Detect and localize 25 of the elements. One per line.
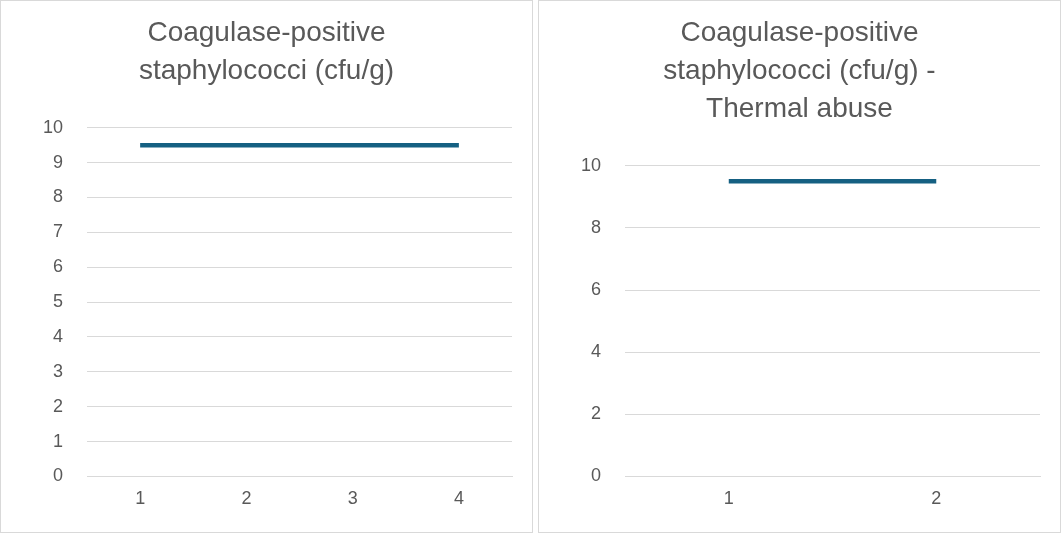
y-tick-label: 1 — [53, 430, 64, 451]
x-tick-label: 2 — [241, 488, 252, 509]
x-tick-label: 2 — [931, 488, 942, 509]
chart-title: Coagulase-positive staphylococci (cfu/g) - Thermal abuse — [662, 15, 937, 125]
y-tick-label: 5 — [53, 291, 64, 312]
y-tick-label: 7 — [53, 221, 64, 242]
y-tick-label: 9 — [53, 151, 64, 172]
chart-title: Coagulase-positive staphylococci (cfu/g) — [137, 15, 396, 87]
y-tick-label: 8 — [591, 216, 602, 237]
x-tick-label: 1 — [135, 488, 146, 509]
y-tick-label: 3 — [53, 360, 64, 381]
y-tick-label: 10 — [580, 154, 602, 175]
y-tick-label: 6 — [53, 256, 64, 277]
x-tick-label: 4 — [453, 488, 464, 509]
y-tick-label: 0 — [53, 465, 64, 486]
y-tick-label: 6 — [591, 279, 602, 300]
y-tick-label: 0 — [591, 465, 602, 486]
y-tick-label: 8 — [53, 186, 64, 207]
y-tick-label: 2 — [591, 403, 602, 424]
y-tick-label: 4 — [53, 325, 64, 346]
y-tick-label: 2 — [53, 395, 64, 416]
x-tick-label: 1 — [723, 488, 734, 509]
y-tick-label: 10 — [42, 116, 64, 137]
y-tick-label: 4 — [591, 341, 602, 362]
x-tick-label: 3 — [347, 488, 358, 509]
